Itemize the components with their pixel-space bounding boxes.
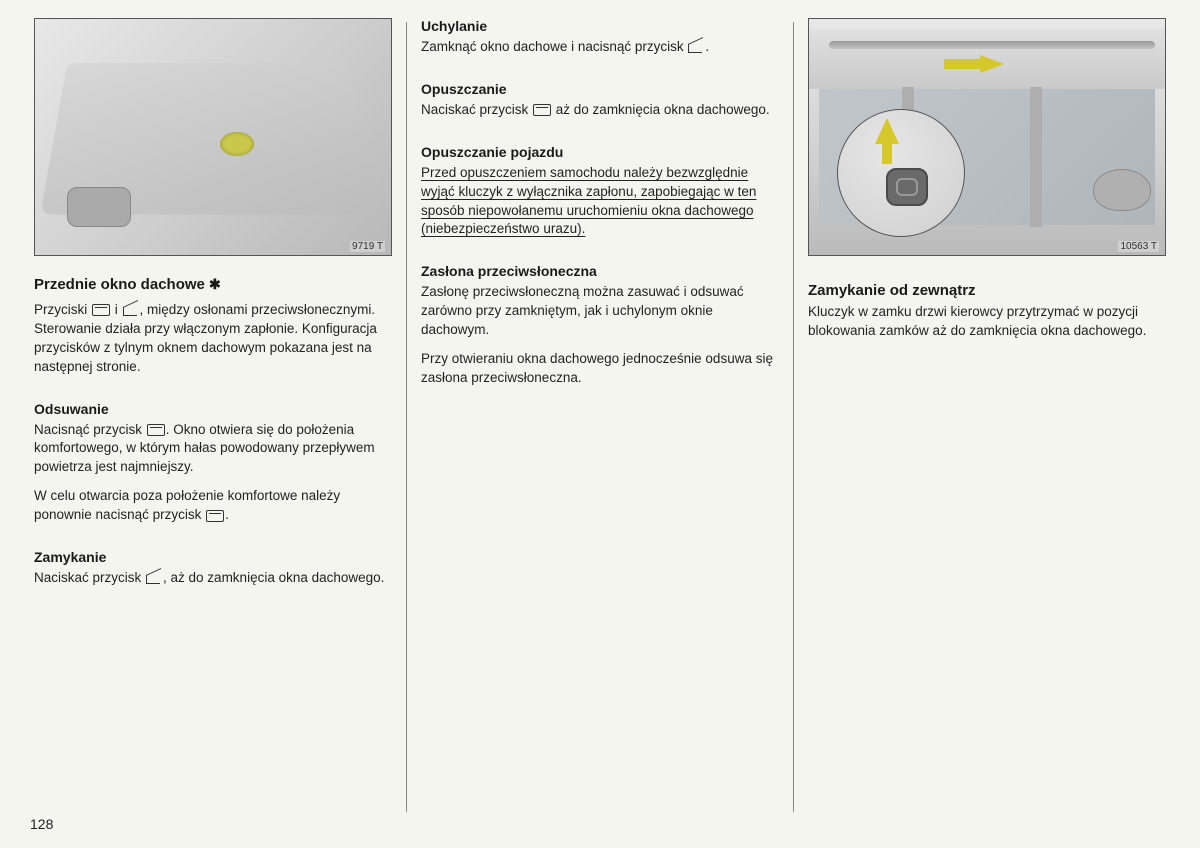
- open-icon: [92, 304, 110, 316]
- open-icon: [533, 104, 551, 116]
- subtitle-uchylanie: Uchylanie: [421, 18, 779, 34]
- illustration-label: 9719 T: [350, 241, 385, 252]
- page-number: 128: [30, 816, 53, 832]
- intro-paragraph: Przyciski i , między osłonami przeciwsło…: [34, 301, 392, 377]
- open-icon: [147, 424, 165, 436]
- column-center: Uchylanie Zamknąć okno dachowe i nacisną…: [407, 18, 793, 838]
- key-arrow-head: [875, 118, 899, 144]
- underlined-warning: Przed opuszczeniem samochodu należy bezw…: [421, 164, 779, 250]
- body-zamykanie-zewnatrz: Kluczyk w zamku drzwi kierowcy przytrzym…: [808, 303, 1166, 341]
- body-opuszczanie-pojazdu: Przed opuszczeniem samochodu należy bezw…: [421, 164, 779, 240]
- footnote-asterisk: ✱: [209, 276, 221, 292]
- column-right: 10563 T Zamykanie od zewnątrz Kluczyk w …: [794, 18, 1180, 838]
- column-left: 9719 T Przednie okno dachowe ✱ Przyciski…: [20, 18, 406, 838]
- body-odsuwanie-2: W celu otwarcia poza położenie komfortow…: [34, 487, 392, 525]
- subtitle-opuszczanie: Opuszczanie: [421, 81, 779, 97]
- body-zaslona-2: Przy otwieraniu okna dachowego jednocześ…: [421, 350, 779, 388]
- roof-rail-shape: [829, 41, 1155, 49]
- subtitle-zamykanie: Zamykanie: [34, 549, 392, 565]
- keylock-callout-circle: [837, 109, 965, 237]
- illustration-label: 10563 T: [1118, 241, 1159, 252]
- side-mirror-shape: [1093, 169, 1151, 211]
- tilt-icon: [146, 572, 162, 584]
- body-odsuwanie-1: Nacisnąć przycisk . Okno otwiera się do …: [34, 421, 392, 478]
- manual-page: 9719 T Przednie okno dachowe ✱ Przyciski…: [0, 0, 1200, 848]
- subtitle-opuszczanie-pojazdu: Opuszczanie pojazdu: [421, 144, 779, 160]
- interior-lamp-shape: [67, 187, 131, 227]
- roof-arrow-body: [944, 59, 980, 69]
- body-zaslona-1: Zasłonę przeciwsłoneczną można zasuwać i…: [421, 283, 779, 340]
- body-uchylanie: Zamknąć okno dachowe i nacisnąć przycisk…: [421, 38, 779, 57]
- tilt-icon: [123, 304, 139, 316]
- subtitle-odsuwanie: Odsuwanie: [34, 401, 392, 417]
- body-opuszczanie: Naciskać przycisk aż do zamknięcia okna …: [421, 101, 779, 120]
- title-text: Przednie okno dachowe ✱: [34, 276, 221, 293]
- door-keylock-shape: [886, 168, 928, 206]
- open-icon: [206, 510, 224, 522]
- illustration-roof-console: 9719 T: [34, 18, 392, 256]
- illustration-car-exterior: 10563 T: [808, 18, 1166, 256]
- subtitle-zamykanie-zewnatrz: Zamykanie od zewnątrz: [808, 282, 1166, 299]
- body-zamykanie: Naciskać przycisk , aż do zamknięcia okn…: [34, 569, 392, 588]
- tilt-icon: [688, 41, 704, 53]
- section-title-front-sunroof: Przednie okno dachowe ✱: [34, 276, 392, 293]
- a-pillar-shape: [1030, 87, 1042, 227]
- subtitle-zaslona: Zasłona przeciwsłoneczna: [421, 263, 779, 279]
- roof-arrow-head: [980, 55, 1004, 73]
